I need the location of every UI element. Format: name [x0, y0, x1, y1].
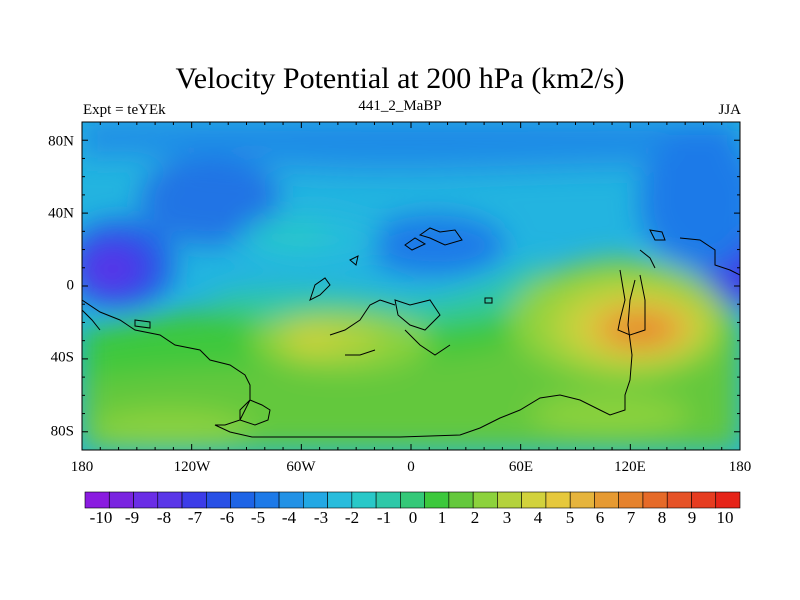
colorbar-label: 9 — [688, 508, 697, 527]
colorbar-label: 5 — [566, 508, 575, 527]
colorbar-box — [375, 491, 401, 509]
lon-label: 180 — [71, 459, 94, 475]
axis-ticks — [81, 121, 741, 451]
colorbar-box — [278, 491, 304, 509]
lat-label: 0 — [67, 277, 75, 293]
colorbar-box — [594, 491, 620, 509]
colorbar-box — [424, 491, 450, 509]
chart-title: Velocity Potential at 200 hPa (km2/s) — [175, 62, 625, 95]
colorbar-box — [545, 491, 571, 509]
lat-label: 80N — [48, 133, 74, 149]
colorbar-labels: -10 -9 -8 -7 -6 -5 -4 -3 -2 -1 0 1 2 3 4… — [90, 508, 734, 527]
colorbar-box — [497, 491, 522, 509]
lon-label: 60E — [509, 459, 533, 475]
colorbar-label: 4 — [534, 508, 543, 527]
colorbar-box — [666, 491, 692, 509]
lat-label: 40S — [51, 349, 74, 365]
colorbar-box — [327, 491, 353, 509]
contour-field — [82, 122, 740, 450]
colorbar-box — [618, 491, 644, 509]
colorbar-label: -9 — [125, 508, 139, 527]
colorbar-box — [108, 491, 134, 509]
season-label: JJA — [718, 102, 741, 118]
colorbar-box — [84, 491, 110, 509]
colorbar-box — [230, 491, 256, 509]
colorbar-box — [351, 491, 377, 509]
colorbar-box — [642, 491, 668, 509]
lat-label: 80S — [51, 423, 74, 439]
colorbar-label: -1 — [377, 508, 391, 527]
colorbar-box — [133, 491, 159, 509]
coastlines — [82, 227, 740, 438]
colorbar-label: -4 — [282, 508, 297, 527]
lon-label: 120W — [174, 459, 212, 475]
colorbar-label: 10 — [717, 508, 734, 527]
colorbar-label: 3 — [503, 508, 512, 527]
colorbar-box — [181, 491, 207, 509]
colorbar-label: -6 — [220, 508, 234, 527]
colorbar-label: -7 — [188, 508, 203, 527]
colorbar-box — [157, 491, 183, 509]
colorbar-label: -5 — [251, 508, 265, 527]
colorbar-box — [254, 491, 280, 509]
colorbar-label: -10 — [90, 508, 113, 527]
colorbar — [84, 491, 741, 509]
case-label: 441_2_MaBP — [358, 98, 442, 114]
colorbar-label: 2 — [471, 508, 480, 527]
colorbar-label: 6 — [596, 508, 605, 527]
colorbar-label: 8 — [658, 508, 667, 527]
lat-label: 40N — [48, 205, 74, 221]
lon-label: 0 — [407, 459, 415, 475]
colorbar-box — [472, 491, 498, 509]
colorbar-label: 0 — [409, 508, 418, 527]
colorbar-label: 1 — [438, 508, 447, 527]
experiment-label: Expt = teYEk — [83, 102, 166, 118]
colorbar-label: 7 — [627, 508, 636, 527]
colorbar-label: -8 — [157, 508, 171, 527]
colorbar-box — [569, 491, 595, 509]
colorbar-box — [521, 491, 547, 509]
colorbar-box — [206, 491, 231, 509]
colorbar-box — [715, 491, 741, 509]
lon-label: 60W — [286, 459, 316, 475]
colorbar-box — [691, 491, 717, 509]
lon-label: 180 — [729, 459, 752, 475]
colorbar-label: -2 — [345, 508, 359, 527]
colorbar-box — [303, 491, 328, 509]
colorbar-label: -3 — [314, 508, 328, 527]
colorbar-box — [448, 491, 474, 509]
lon-label: 120E — [614, 459, 646, 475]
colorbar-box — [400, 491, 425, 509]
